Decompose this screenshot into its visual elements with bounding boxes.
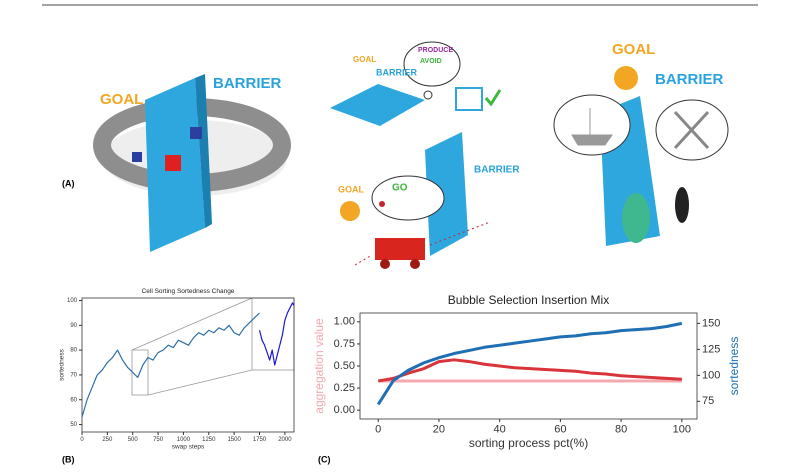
x-tick-label: 1750: [253, 437, 267, 443]
y2-tick-label: 75: [702, 395, 714, 407]
robot: [375, 238, 425, 260]
barrier-label: BARRIER: [655, 71, 724, 88]
avoid-label: AVOID: [420, 58, 442, 65]
data-line: [377, 358, 682, 383]
panel-label: (A): [62, 178, 75, 188]
barrier-label: BARRIER: [376, 67, 418, 77]
y2-tick-label: 100: [702, 369, 720, 381]
x-tick-label: 750: [153, 437, 164, 443]
path: [429, 221, 491, 246]
y-axis-label: sortedness: [59, 348, 66, 381]
check: [484, 89, 502, 107]
x-tick-label: 80: [615, 424, 627, 436]
data-line: [258, 302, 295, 366]
barrier-label: BARRIER: [213, 75, 282, 92]
chart-title: Cell Sorting Sortedness Change: [142, 288, 235, 295]
maze-icon: [455, 87, 483, 111]
x-tick-label: 0: [375, 424, 381, 436]
zoom-guide: [131, 297, 295, 396]
x-axis-label: sorting process pct(%): [469, 436, 588, 450]
y-tick-label: 60: [70, 397, 77, 403]
goal-label: GOAL: [338, 184, 365, 194]
figure-green: [622, 193, 650, 243]
chart-title: Bubble Selection Insertion Mix: [448, 293, 609, 307]
y-tick-label: 1.00: [334, 316, 355, 328]
produce-label: PRODUCE: [418, 47, 453, 54]
wall: [425, 132, 468, 256]
x-tick-label: 60: [554, 424, 566, 436]
ball-icon: [379, 201, 385, 207]
x-tick-label: 20: [433, 424, 445, 436]
y-tick-label: 0.50: [334, 360, 355, 372]
thought-bubble: [371, 175, 445, 221]
x-tick-label: 2000: [278, 437, 292, 443]
heart-icon: [614, 66, 638, 90]
scene-3: GOAL BARRIER: [553, 41, 729, 246]
y-tick-label: 50: [70, 422, 77, 428]
goal-label: GOAL: [612, 41, 655, 58]
path: [354, 254, 373, 266]
y-tick-label: 90: [70, 323, 77, 329]
plot-frame: [81, 297, 295, 433]
x-tick-label: 0: [80, 437, 84, 443]
y2-tick-label: 150: [702, 317, 720, 329]
goal-ball: [340, 201, 360, 221]
blue-cell: [190, 127, 202, 139]
y-tick-label: 100: [67, 298, 78, 304]
wall-side: [195, 74, 212, 228]
x-tick-label: 1250: [202, 437, 216, 443]
wheel: [410, 259, 420, 269]
x-tick-label: 1000: [177, 437, 191, 443]
scene-2: GOAL BARRIER PRODUCE AVOID BARRIER GOAL …: [330, 41, 520, 269]
ship: [571, 108, 613, 146]
panel-label: (B): [62, 454, 75, 464]
zoom-line: [147, 369, 253, 396]
y2-axis-label: sortedness: [727, 337, 741, 396]
figure-dark: [675, 187, 689, 223]
x-tick-label: 1500: [227, 437, 241, 443]
goal-label: GOAL: [353, 55, 376, 64]
panel-label: (C): [318, 454, 331, 464]
goal-label: GOAL: [100, 91, 143, 108]
y-axis-label: aggregation value: [312, 318, 326, 414]
y2-tick-label: 125: [702, 343, 720, 355]
go-label: GO: [392, 183, 408, 194]
y-tick-label: 70: [70, 373, 77, 379]
y-tick-label: 0.25: [334, 382, 355, 394]
scene-1: GOAL BARRIER: [93, 74, 291, 252]
data-line: [376, 321, 683, 406]
thought-bubble: [553, 94, 631, 156]
y-tick-label: 0.75: [334, 338, 355, 350]
zoom-line: [131, 297, 253, 351]
barrier-label: BARRIER: [474, 165, 520, 176]
y-tick-label: 0.00: [334, 404, 355, 416]
red-cell: [165, 155, 181, 171]
x-tick-label: 250: [102, 437, 113, 443]
data-line: [81, 312, 260, 418]
x-tick-label: 100: [673, 424, 691, 436]
thought-bubble: [403, 41, 461, 87]
x-axis-label: swap steps: [172, 444, 205, 451]
wheel: [380, 259, 390, 269]
x-tick-label: 40: [494, 424, 506, 436]
y-tick-label: 80: [70, 348, 77, 354]
x-tick-label: 500: [128, 437, 139, 443]
bubble-dot: [423, 90, 433, 100]
blue-cell: [132, 152, 142, 162]
zoom-target: [251, 297, 295, 371]
sword: [673, 110, 710, 150]
maze: [330, 84, 425, 126]
